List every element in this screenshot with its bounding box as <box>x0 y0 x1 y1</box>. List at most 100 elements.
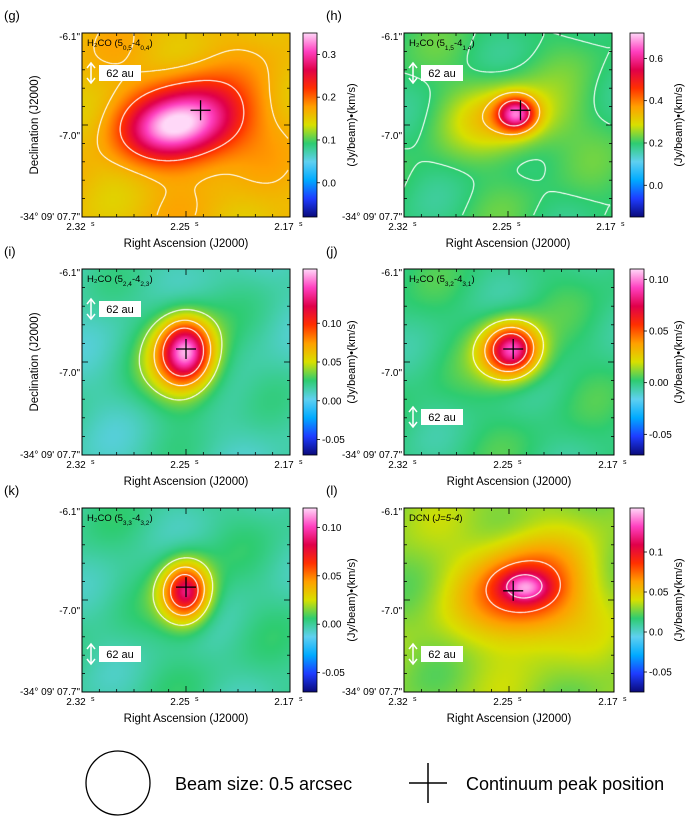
y-tick-label: -34° 09' 07.7" <box>20 687 81 698</box>
continuum-peak-marker <box>510 100 531 121</box>
colorbar-tick-label: 0.0 <box>649 628 663 639</box>
x-tick-sup: s <box>623 696 627 703</box>
axis-ticks <box>403 268 615 456</box>
y-tick-label: -6.1" <box>59 268 80 279</box>
panel-label: (h) <box>326 8 342 23</box>
colorbar <box>629 507 645 693</box>
colorbar-tick-label: 0.00 <box>649 378 669 389</box>
transition-title: H₂CO (53,3-43,2) <box>87 513 153 527</box>
intensity-map <box>82 508 290 692</box>
colorbar-tick-label: 0.05 <box>322 358 342 369</box>
colorbar-tick-label: 0.2 <box>649 138 663 149</box>
scale-bar: 62 au <box>86 642 141 666</box>
x-tick-label: 2.32 <box>66 222 86 233</box>
x-tick-label: 2.25 <box>492 222 512 233</box>
map-panel: 2.32 s 2.25 s 2.17 s -6.1" -7.0" -34° 09' 07.7" R… <box>4 483 358 725</box>
colorbar-tick-label: 0.1 <box>322 135 336 146</box>
transition-title: H₂CO (52,4-42,3) <box>87 274 153 288</box>
scale-bar-label: 62 au <box>428 412 456 424</box>
x-tick-label: 2.17 <box>598 460 618 471</box>
intensity-map <box>404 269 614 455</box>
y-tick-label: -6.1" <box>59 32 80 43</box>
continuum-peak-marker <box>176 577 196 598</box>
peak-cross-icon <box>409 763 447 803</box>
scale-bar-label: 62 au <box>106 649 134 661</box>
colorbar-tick-label: 0.2 <box>322 93 336 104</box>
continuum-peak-marker <box>176 338 196 359</box>
x-tick-label: 2.25 <box>170 460 190 471</box>
x-tick-label: 2.25 <box>493 460 513 471</box>
x-tick-label: 2.17 <box>596 222 616 233</box>
x-tick-label: 2.17 <box>598 697 618 708</box>
colorbar-label: (Jy/beam)•(km/s) <box>673 558 685 641</box>
x-tick-label: 2.17 <box>274 222 294 233</box>
colorbar-tick-label: -0.05 <box>649 430 672 441</box>
x-tick-label: 2.32 <box>388 460 408 471</box>
y-tick-label: -34° 09' 07.7" <box>342 687 403 698</box>
x-tick-sup: s <box>91 221 95 228</box>
y-tick-label: -7.0" <box>381 131 402 142</box>
transition-title: H₂CO (51,5-41,4) <box>409 38 475 52</box>
x-tick-label: 2.25 <box>170 697 190 708</box>
y-tick-label: -6.1" <box>381 507 402 518</box>
colorbar-tick-label: 0.4 <box>649 96 663 107</box>
intensity-map <box>404 33 612 217</box>
colorbar-tick-label: 0.3 <box>322 50 336 61</box>
map-panel: 2.32 s 2.25 s 2.17 s -6.1" -7.0" -34° 09' 07.7" R… <box>4 244 358 488</box>
peak-label: Continuum peak position <box>466 774 664 794</box>
figure-legend: Beam size: 0.5 arcsec Continuum peak pos… <box>85 750 664 816</box>
y-tick-label: -34° 09' 07.7" <box>342 212 403 223</box>
x-axis-label: Right Ascension (J2000) <box>124 238 249 250</box>
colorbar-tick-label: 0.0 <box>649 181 663 192</box>
intensity-map <box>404 508 614 692</box>
scale-bar: 62 au <box>408 642 463 666</box>
x-axis-label: Right Ascension (J2000) <box>124 713 249 725</box>
colorbar-label: (Jy/beam)•(km/s) <box>673 83 685 166</box>
intensity-map <box>82 33 290 217</box>
x-tick-label: 2.17 <box>274 697 294 708</box>
y-tick-label: -7.0" <box>59 131 80 142</box>
y-tick-label: -34° 09' 07.7" <box>342 450 403 461</box>
colorbar <box>302 32 318 218</box>
x-axis-label: Right Ascension (J2000) <box>447 713 572 725</box>
colorbar-tick-label: 0.00 <box>322 396 342 407</box>
x-tick-sup: s <box>195 696 199 703</box>
colorbar-tick-label: -0.05 <box>322 668 345 679</box>
x-tick-label: 2.25 <box>170 222 190 233</box>
colorbar <box>629 268 645 456</box>
colorbar-tick-label: 0.05 <box>649 588 669 599</box>
x-tick-sup: s <box>413 459 417 466</box>
scale-bar: 62 au <box>408 61 463 85</box>
x-tick-label: 2.17 <box>274 460 294 471</box>
x-tick-sup: s <box>621 221 625 228</box>
transition-title: DCN (J=5-4) <box>409 513 463 524</box>
map-panel: 2.32 s 2.25 s 2.17 s -6.1" -7.0" -34° 09' 07.7" R… <box>4 8 358 250</box>
colorbar-tick-label: -0.05 <box>649 668 672 679</box>
colorbar-tick-label: 0.1 <box>649 548 663 559</box>
colorbar-tick-label: 0.10 <box>322 523 342 534</box>
transition-title: H₂CO (50,5-40,4) <box>87 38 153 52</box>
x-axis-label: Right Ascension (J2000) <box>124 476 249 488</box>
scale-bar-label: 62 au <box>428 649 456 661</box>
x-tick-sup: s <box>299 696 303 703</box>
y-tick-label: -34° 09' 07.7" <box>20 212 81 223</box>
colorbar-label: (Jy/beam)•(km/s) <box>346 320 358 403</box>
x-tick-sup: s <box>91 696 95 703</box>
continuum-peak-marker <box>503 338 524 359</box>
axis-ticks <box>81 507 291 693</box>
continuum-peak-marker <box>503 580 524 601</box>
axis-ticks <box>81 32 291 218</box>
colorbar-tick-label: 0.0 <box>322 178 336 189</box>
x-tick-sup: s <box>517 221 521 228</box>
scale-bar-label: 62 au <box>428 68 456 80</box>
scale-bar-label: 62 au <box>106 68 134 80</box>
y-tick-label: -34° 09' 07.7" <box>20 450 81 461</box>
y-tick-label: -6.1" <box>59 507 80 518</box>
x-tick-sup: s <box>413 221 417 228</box>
colorbar-tick-label: 0.00 <box>322 620 342 631</box>
axis-ticks <box>403 32 613 218</box>
scale-bar: 62 au <box>408 405 463 429</box>
continuum-peak-marker <box>190 100 211 121</box>
transition-title: H₂CO (53,2-43,1) <box>409 274 475 288</box>
y-tick-label: -6.1" <box>381 32 402 43</box>
